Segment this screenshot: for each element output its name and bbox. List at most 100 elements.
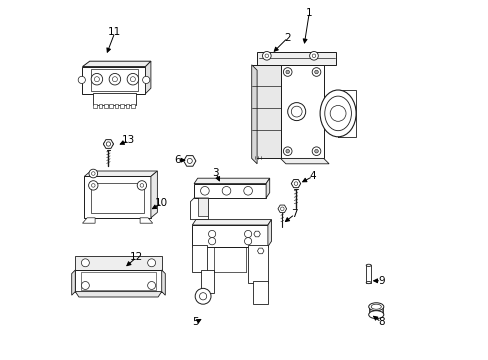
Ellipse shape (368, 303, 383, 311)
Text: 4: 4 (309, 171, 316, 181)
Circle shape (127, 73, 139, 85)
Circle shape (140, 184, 143, 187)
Polygon shape (72, 270, 75, 295)
Circle shape (311, 68, 320, 76)
Polygon shape (194, 198, 208, 216)
Polygon shape (93, 104, 97, 108)
Circle shape (244, 186, 252, 195)
Circle shape (199, 293, 206, 300)
Polygon shape (257, 52, 336, 65)
Circle shape (287, 103, 305, 121)
Ellipse shape (103, 141, 113, 146)
Text: 10: 10 (155, 198, 168, 208)
Text: 11: 11 (108, 27, 122, 37)
Polygon shape (84, 176, 151, 218)
Polygon shape (192, 245, 206, 272)
Polygon shape (125, 104, 129, 108)
Ellipse shape (370, 304, 381, 309)
Text: 3: 3 (212, 168, 219, 178)
Text: 5: 5 (192, 317, 199, 327)
Text: 9: 9 (377, 276, 384, 286)
Polygon shape (115, 104, 118, 108)
Circle shape (222, 186, 230, 195)
Polygon shape (192, 220, 271, 225)
Polygon shape (145, 61, 151, 94)
Circle shape (112, 77, 117, 82)
Polygon shape (103, 140, 113, 148)
Bar (91, 183, 144, 213)
Polygon shape (82, 61, 151, 67)
Text: 2: 2 (284, 33, 290, 43)
Circle shape (244, 230, 251, 238)
Ellipse shape (324, 96, 351, 131)
Polygon shape (162, 270, 165, 295)
Polygon shape (277, 205, 286, 212)
Circle shape (130, 77, 135, 82)
Polygon shape (280, 65, 323, 158)
Polygon shape (82, 218, 95, 223)
Polygon shape (247, 245, 267, 283)
Ellipse shape (368, 311, 383, 319)
Polygon shape (75, 256, 162, 270)
Circle shape (88, 181, 98, 190)
Polygon shape (109, 104, 113, 108)
Polygon shape (265, 178, 269, 198)
Polygon shape (93, 93, 136, 105)
Polygon shape (104, 104, 107, 108)
Polygon shape (75, 292, 162, 297)
Circle shape (285, 149, 289, 153)
Circle shape (262, 51, 270, 60)
Circle shape (309, 51, 318, 60)
Text: 7: 7 (291, 209, 298, 219)
Polygon shape (337, 90, 355, 137)
Text: 13: 13 (122, 135, 135, 145)
Circle shape (147, 259, 155, 267)
Circle shape (294, 182, 297, 185)
Circle shape (78, 76, 85, 84)
Polygon shape (131, 104, 134, 108)
Circle shape (147, 282, 155, 289)
Polygon shape (201, 270, 213, 293)
Ellipse shape (366, 264, 370, 266)
Polygon shape (194, 184, 265, 198)
Circle shape (200, 186, 209, 195)
Polygon shape (192, 225, 267, 247)
Circle shape (137, 181, 146, 190)
Circle shape (91, 184, 95, 187)
Polygon shape (75, 270, 162, 292)
Polygon shape (251, 65, 257, 164)
Polygon shape (267, 220, 271, 247)
Circle shape (311, 147, 320, 156)
Polygon shape (82, 67, 145, 94)
Polygon shape (194, 178, 269, 184)
Ellipse shape (366, 282, 370, 284)
Polygon shape (253, 281, 267, 304)
Circle shape (89, 169, 98, 178)
Polygon shape (368, 307, 383, 315)
Polygon shape (151, 171, 157, 218)
Polygon shape (81, 272, 156, 290)
Circle shape (187, 158, 192, 163)
Bar (366, 265, 370, 283)
Polygon shape (91, 69, 138, 91)
Circle shape (81, 259, 89, 267)
Polygon shape (257, 248, 264, 254)
Circle shape (285, 70, 289, 74)
Ellipse shape (320, 90, 355, 137)
Circle shape (264, 54, 268, 58)
Polygon shape (140, 218, 152, 223)
Circle shape (109, 73, 121, 85)
Polygon shape (253, 231, 260, 237)
Text: 6: 6 (174, 155, 180, 165)
Text: 12: 12 (130, 252, 143, 262)
Polygon shape (183, 156, 196, 166)
Circle shape (314, 70, 318, 74)
Circle shape (283, 147, 291, 156)
Polygon shape (291, 180, 300, 188)
Circle shape (142, 76, 149, 84)
Polygon shape (280, 158, 328, 164)
Polygon shape (190, 198, 208, 220)
Circle shape (208, 238, 215, 245)
Text: 1: 1 (305, 8, 312, 18)
Circle shape (91, 73, 102, 85)
